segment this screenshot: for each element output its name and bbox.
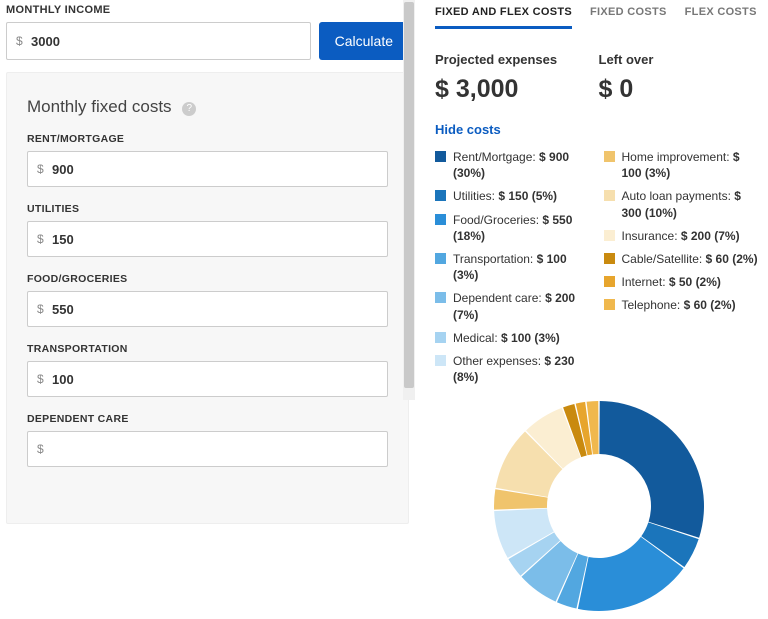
legend-item: Cable/Satellite: $ 60 (2%): [604, 251, 763, 267]
tab[interactable]: FIXED COSTS: [590, 4, 667, 29]
field-label: RENT/MORTGAGE: [27, 133, 388, 145]
donut-slice: [599, 401, 704, 538]
swatch: [604, 276, 615, 287]
legend-item: Utilities: $ 150 (5%): [435, 188, 594, 204]
swatch: [435, 214, 446, 225]
leftover-value: $ 0: [599, 75, 763, 104]
legend-item: Internet: $ 50 (2%): [604, 274, 763, 290]
tab[interactable]: FIXED AND FLEX COSTS: [435, 4, 572, 29]
hide-costs-toggle[interactable]: Hide costs: [435, 122, 762, 137]
legend: Rent/Mortgage: $ 900 (30%) Utilities: $ 1…: [435, 149, 762, 392]
projected-value: $ 3,000: [435, 75, 599, 104]
income-label: MONTHLY INCOME: [6, 4, 409, 16]
legend-item: Insurance: $ 200 (7%): [604, 228, 763, 244]
calculate-button[interactable]: Calculate: [319, 22, 409, 60]
leftover-label: Left over: [599, 52, 763, 67]
field-label: TRANSPORTATION: [27, 343, 388, 355]
swatch: [604, 230, 615, 241]
cost-input[interactable]: [27, 151, 388, 187]
swatch: [604, 253, 615, 264]
swatch: [435, 253, 446, 264]
dollar-sign: $: [37, 442, 44, 456]
income-input[interactable]: [6, 22, 311, 60]
scrollbar[interactable]: [403, 0, 415, 400]
cost-input[interactable]: [27, 361, 388, 397]
field-label: UTILITIES: [27, 203, 388, 215]
dollar-sign: $: [16, 34, 23, 48]
legend-item: Home improvement: $ 100 (3%): [604, 149, 763, 181]
legend-item: Food/Groceries: $ 550 (18%): [435, 212, 594, 244]
swatch: [604, 299, 615, 310]
swatch: [435, 292, 446, 303]
swatch: [435, 355, 446, 366]
projected-label: Projected expenses: [435, 52, 599, 67]
tab[interactable]: FLEX COSTS: [685, 4, 757, 29]
fixed-costs-panel: Monthly fixed costs ? RENT/MORTGAGE $ UTIL…: [6, 72, 409, 524]
swatch: [435, 151, 446, 162]
tabs: FIXED AND FLEX COSTS FIXED COSTS FLEX COST…: [435, 4, 762, 30]
field-label: DEPENDENT CARE: [27, 413, 388, 425]
swatch: [604, 190, 615, 201]
legend-item: Medical: $ 100 (3%): [435, 330, 594, 346]
dollar-sign: $: [37, 372, 44, 386]
swatch: [435, 332, 446, 343]
dollar-sign: $: [37, 232, 44, 246]
cost-input[interactable]: [27, 291, 388, 327]
legend-item: Telephone: $ 60 (2%): [604, 297, 763, 313]
swatch: [435, 190, 446, 201]
legend-item: Rent/Mortgage: $ 900 (30%): [435, 149, 594, 181]
legend-item: Auto loan payments: $ 300 (10%): [604, 188, 763, 220]
help-icon[interactable]: ?: [182, 102, 196, 116]
legend-item: Dependent care: $ 200 (7%): [435, 290, 594, 322]
field-label: FOOD/GROCERIES: [27, 273, 388, 285]
legend-item: Other expenses: $ 230 (8%): [435, 353, 594, 385]
cost-input[interactable]: [27, 221, 388, 257]
swatch: [604, 151, 615, 162]
dollar-sign: $: [37, 162, 44, 176]
donut-chart: [435, 396, 762, 619]
legend-item: Transportation: $ 100 (3%): [435, 251, 594, 283]
panel-title: Monthly fixed costs ?: [27, 97, 388, 117]
dollar-sign: $: [37, 302, 44, 316]
cost-input[interactable]: [27, 431, 388, 467]
